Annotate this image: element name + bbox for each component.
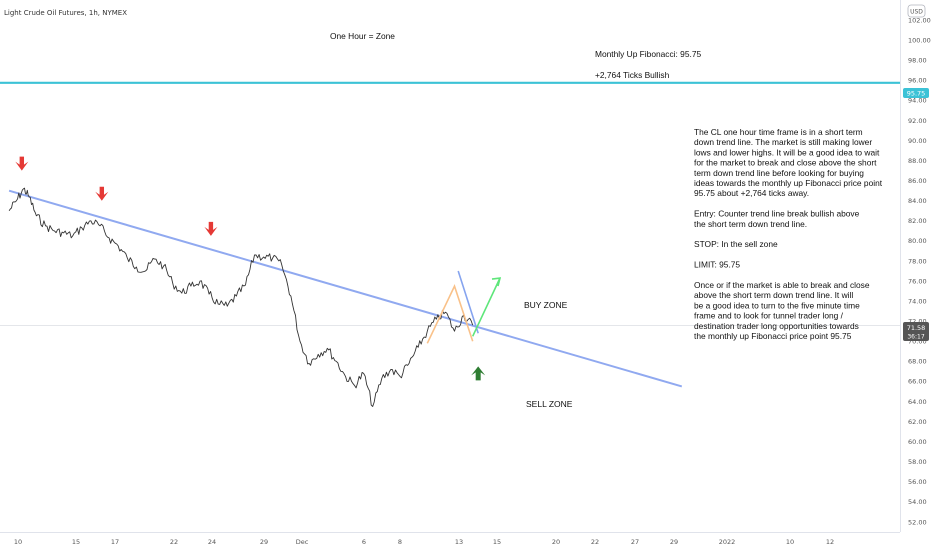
time-tick-label: 27 (631, 538, 639, 546)
time-tick-label: Dec (296, 538, 309, 546)
price-tick-label: 70.00 (908, 338, 927, 346)
time-tick-label: 20 (552, 538, 560, 546)
time-axis: 10 15 17 22 24 29 Dec 6 8 13 15 20 22 27 29 2022 10 12 (14, 538, 834, 546)
analysis-note-line: Entry: Counter trend line break bullish … (694, 209, 860, 219)
trendline-group (8, 189, 683, 388)
analysis-note-line: for the market to break and close above … (694, 158, 877, 168)
monthly-fib-note: Monthly Up Fibonacci: 95.75 (595, 49, 701, 59)
analysis-note-line: destination trader long opportunities to… (694, 321, 859, 331)
price-series-group (8, 187, 474, 407)
time-tick-label: 22 (170, 538, 178, 546)
price-axis: 102.00 100.00 98.00 96.00 94.00 92.00 90.00 88.… (908, 16, 931, 526)
price-tick-label: 94.00 (908, 97, 927, 105)
price-tick-label: 80.00 (908, 237, 927, 245)
analysis-note-line: ideas towards the monthly up Fibonacci p… (694, 178, 883, 188)
time-tick-label: 24 (208, 538, 216, 546)
price-tick-label: 96.00 (908, 77, 927, 85)
analysis-note-line: term down trend line before looking for … (694, 168, 864, 178)
analysis-note-line: above the short term down trend line. It… (694, 290, 853, 300)
price-tick-label: 72.00 (908, 318, 927, 326)
up-arrow-1 (471, 366, 486, 381)
target-price-tag-bg (903, 88, 929, 98)
green-projection (471, 277, 501, 337)
time-tick-label: 10 (14, 538, 22, 546)
analysis-note-line: the short term down trend line. (694, 219, 807, 229)
price-tick-label: 56.00 (908, 478, 927, 486)
price-tick-label: 58.00 (908, 458, 927, 466)
target-price-tag: 95.75 (907, 90, 926, 98)
price-tick-label: 98.00 (908, 57, 927, 65)
projection-group (426, 270, 502, 344)
currency-badge: USD (910, 9, 923, 16)
down-arrow-2 (95, 186, 109, 201)
blue-projection (457, 270, 479, 334)
time-tick-label: 17 (111, 538, 119, 546)
analysis-note-line: be a good idea to turn to the five minut… (694, 300, 860, 310)
price-tick-label: 64.00 (908, 398, 927, 406)
price-tick-label: 84.00 (908, 197, 927, 205)
analysis-note-line: down trend line. The market is still mak… (694, 137, 872, 147)
time-tick-label: 15 (72, 538, 80, 546)
currency-badge-box[interactable] (907, 4, 926, 18)
down-trend-line (8, 189, 683, 388)
ticks-note: +2,764 Ticks Bullish (595, 70, 670, 80)
time-tick-label: 6 (362, 538, 366, 546)
price-tick-label: 92.00 (908, 117, 927, 125)
price-tick-label: 82.00 (908, 217, 927, 225)
price-tick-label: 62.00 (908, 418, 927, 426)
analysis-note-line: STOP: In the sell zone (694, 239, 778, 249)
time-tick-label: 13 (455, 538, 463, 546)
price-tick-label: 78.00 (908, 257, 927, 265)
analysis-note-line: the monthly up Fibonacci price point 95.… (694, 331, 852, 341)
time-tick-label: 22 (591, 538, 599, 546)
price-tick-label: 90.00 (908, 137, 927, 145)
symbol-title: Light Crude Oil Futures, 1h, NYMEX (4, 9, 127, 17)
arrow-group (15, 156, 486, 381)
price-tick-label: 88.00 (908, 157, 927, 165)
time-tick-label: 15 (493, 538, 501, 546)
bar-countdown: 36:17 (907, 334, 924, 341)
current-price-tag: 71.58 (907, 324, 926, 332)
price-tick-label: 86.00 (908, 177, 927, 185)
sell-zone-label: SELL ZONE (526, 399, 573, 409)
down-arrow-3 (204, 221, 218, 236)
green-projection-arrowhead (491, 277, 502, 287)
price-tick-label: 76.00 (908, 277, 927, 285)
orange-projection (426, 283, 474, 344)
buy-zone-label: BUY ZONE (524, 300, 568, 310)
analysis-note-line: LIMIT: 95.75 (694, 260, 740, 270)
price-tick-label: 54.00 (908, 498, 927, 506)
price-tick-label: 100.00 (908, 36, 931, 44)
analysis-note-line: The CL one hour time frame is in a short… (694, 127, 863, 137)
analysis-note-line: Once or if the market is able to break a… (694, 280, 870, 290)
time-tick-label: 2022 (719, 538, 736, 546)
analysis-note-line: 95.75 about +2,764 ticks away. (694, 188, 809, 198)
time-tick-label: 8 (398, 538, 402, 546)
time-tick-label: 29 (670, 538, 678, 546)
price-tick-label: 68.00 (908, 358, 927, 366)
time-tick-label: 29 (260, 538, 268, 546)
price-line (8, 187, 474, 407)
down-arrow-1 (15, 156, 29, 171)
analysis-notes: The CL one hour time frame is in a short… (694, 127, 883, 341)
price-tick-label: 52.00 (908, 518, 927, 526)
timeframe-note: One Hour = Zone (330, 31, 395, 41)
analysis-note-line: lows and lower highs. It will be a good … (694, 147, 880, 157)
current-price-tag-bg (903, 322, 929, 341)
analysis-note-line: frame and to look for tunnel trader long… (694, 311, 844, 321)
price-tick-label: 102.00 (908, 16, 931, 24)
price-tick-label: 74.00 (908, 297, 927, 305)
price-tick-label: 60.00 (908, 438, 927, 446)
time-tick-label: 12 (826, 538, 834, 546)
price-tick-label: 66.00 (908, 378, 927, 386)
time-tick-label: 10 (786, 538, 794, 546)
